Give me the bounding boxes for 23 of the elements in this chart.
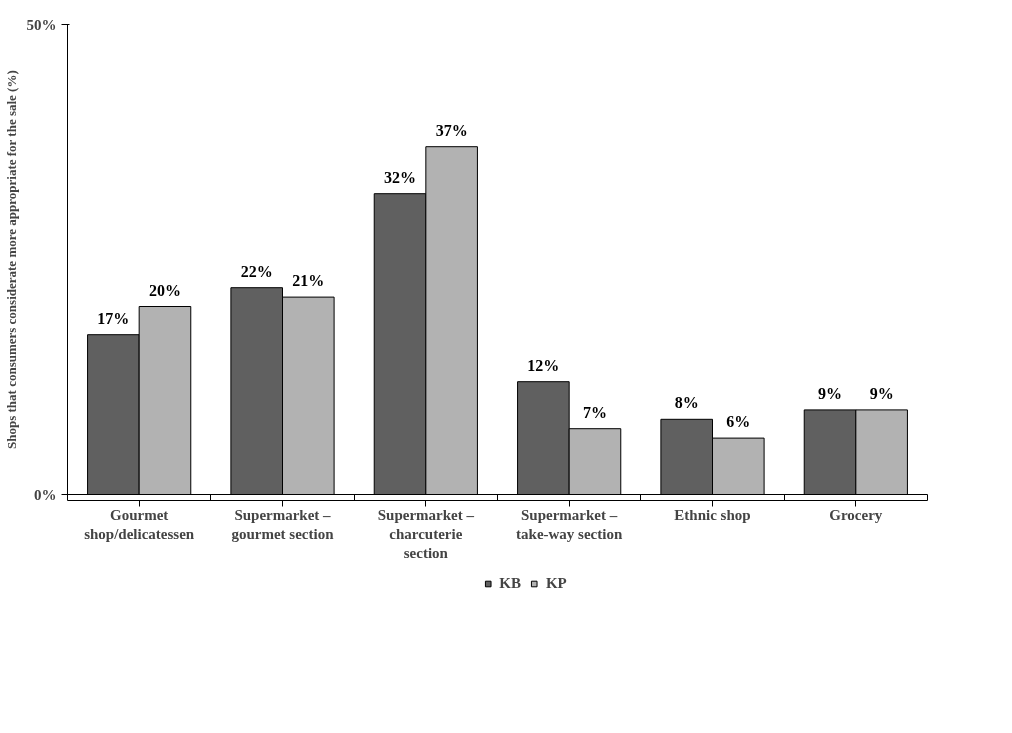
- data-label: 21%: [292, 272, 325, 290]
- data-label: 32%: [384, 168, 417, 186]
- data-label: 37%: [435, 121, 468, 139]
- data-label: 22%: [240, 262, 273, 280]
- x-tick-label: Supermarket – charcuterie section: [377, 506, 475, 561]
- data-label: 17%: [97, 309, 130, 327]
- x-tick-label: Grocery: [829, 506, 883, 523]
- y-tick-label: 50%: [26, 16, 57, 33]
- x-tick-label: Supermarket – gourmet section: [231, 506, 335, 542]
- x-tick-label: Supermarket – take-way section: [516, 506, 623, 542]
- legend-label: KB: [499, 574, 521, 592]
- x-tick-label: Ethnic shop: [674, 506, 751, 523]
- data-label: 8%: [674, 394, 699, 412]
- data-label: 9%: [869, 384, 894, 402]
- data-label: 20%: [148, 281, 181, 299]
- x-tick-label: Gourmet shop/delicatessen: [84, 506, 195, 542]
- data-label: 9%: [818, 384, 843, 402]
- y-axis-title: Shops that consumers considerate more appropriate for the sale (%): [3, 70, 19, 450]
- data-label: 6%: [726, 413, 751, 431]
- y-tick-label: 0%: [34, 486, 57, 503]
- data-label: 7%: [582, 403, 607, 421]
- data-label: 12%: [527, 356, 560, 374]
- legend-label: KP: [545, 574, 567, 592]
